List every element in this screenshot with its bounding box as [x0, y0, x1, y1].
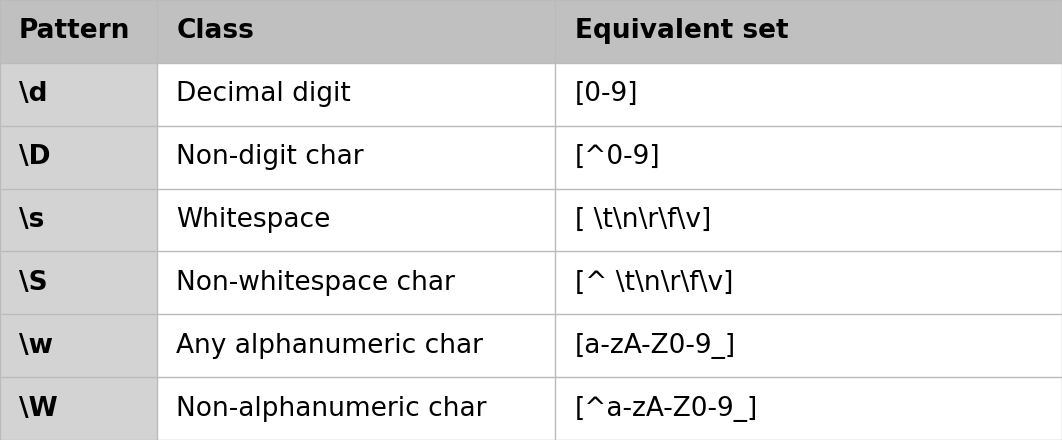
Bar — [555, 251, 1062, 314]
Text: \W: \W — [19, 396, 57, 422]
Text: Class: Class — [176, 18, 254, 44]
Bar — [555, 63, 1062, 126]
Text: Pattern: Pattern — [19, 18, 131, 44]
Bar — [157, 0, 555, 63]
Bar — [0, 251, 157, 314]
Bar — [0, 314, 157, 377]
Text: Decimal digit: Decimal digit — [176, 81, 352, 107]
Text: \d: \d — [19, 81, 48, 107]
Bar — [157, 377, 555, 440]
Bar — [555, 314, 1062, 377]
Text: [^0-9]: [^0-9] — [575, 144, 661, 170]
Bar — [555, 0, 1062, 63]
Bar — [157, 63, 555, 126]
Bar — [555, 126, 1062, 189]
Text: [^a-zA-Z0-9_]: [^a-zA-Z0-9_] — [575, 396, 758, 422]
Bar — [0, 189, 157, 251]
Bar — [0, 126, 157, 189]
Text: Whitespace: Whitespace — [176, 207, 330, 233]
Text: \s: \s — [19, 207, 45, 233]
Text: Non-alphanumeric char: Non-alphanumeric char — [176, 396, 486, 422]
Text: [a-zA-Z0-9_]: [a-zA-Z0-9_] — [575, 333, 736, 359]
Bar — [157, 314, 555, 377]
Bar — [0, 0, 157, 63]
Text: Any alphanumeric char: Any alphanumeric char — [176, 333, 483, 359]
Text: [ \t\n\r\f\v]: [ \t\n\r\f\v] — [575, 207, 710, 233]
Bar — [157, 251, 555, 314]
Bar — [157, 126, 555, 189]
Bar — [0, 377, 157, 440]
Text: \D: \D — [19, 144, 51, 170]
Bar — [555, 377, 1062, 440]
Text: [^ \t\n\r\f\v]: [^ \t\n\r\f\v] — [575, 270, 733, 296]
Bar — [555, 189, 1062, 251]
Bar — [0, 63, 157, 126]
Bar — [157, 189, 555, 251]
Text: Equivalent set: Equivalent set — [575, 18, 788, 44]
Text: Non-whitespace char: Non-whitespace char — [176, 270, 456, 296]
Text: [0-9]: [0-9] — [575, 81, 638, 107]
Text: \S: \S — [19, 270, 48, 296]
Text: Non-digit char: Non-digit char — [176, 144, 364, 170]
Text: \w: \w — [19, 333, 53, 359]
